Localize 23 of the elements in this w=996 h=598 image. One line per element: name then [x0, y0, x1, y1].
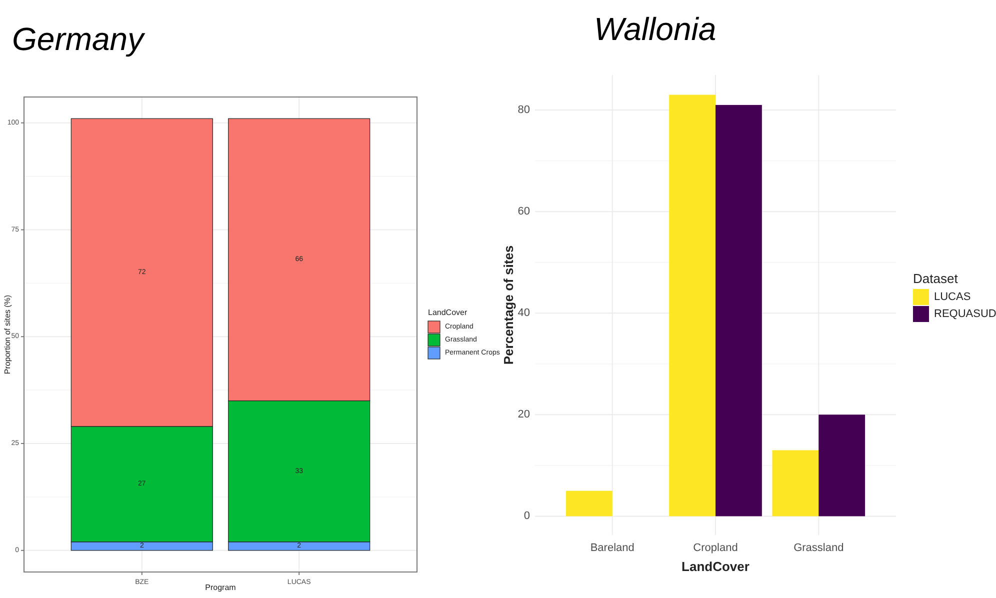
chart-title: Germany — [12, 21, 146, 57]
y-tick-label: 0 — [524, 510, 530, 522]
legend-title: Dataset — [913, 271, 958, 286]
y-tick-label: 20 — [518, 408, 530, 421]
legend-label: REQUASUD — [934, 308, 996, 320]
y-axis-title: Percentage of sites — [501, 245, 516, 365]
x-tick-label: Cropland — [693, 542, 738, 554]
x-tick-label: Grassland — [794, 542, 844, 554]
chart-title: Wallonia — [594, 11, 716, 47]
y-tick-label: 80 — [518, 104, 530, 116]
x-tick-label: Bareland — [590, 542, 634, 554]
y-tick-label: 60 — [518, 206, 530, 218]
y-tick-label: 40 — [518, 307, 530, 320]
legend-title: LandCover — [428, 308, 468, 317]
bar — [716, 104, 762, 516]
bar — [566, 490, 612, 516]
x-axis-title: LandCover — [682, 559, 750, 574]
legend-label: LUCAS — [934, 291, 971, 303]
x-axis-title: Program — [205, 583, 236, 592]
bar — [669, 94, 716, 516]
bar — [818, 414, 866, 516]
bar — [772, 450, 819, 516]
y-axis-title: Proportion of sites (%) — [3, 294, 12, 374]
